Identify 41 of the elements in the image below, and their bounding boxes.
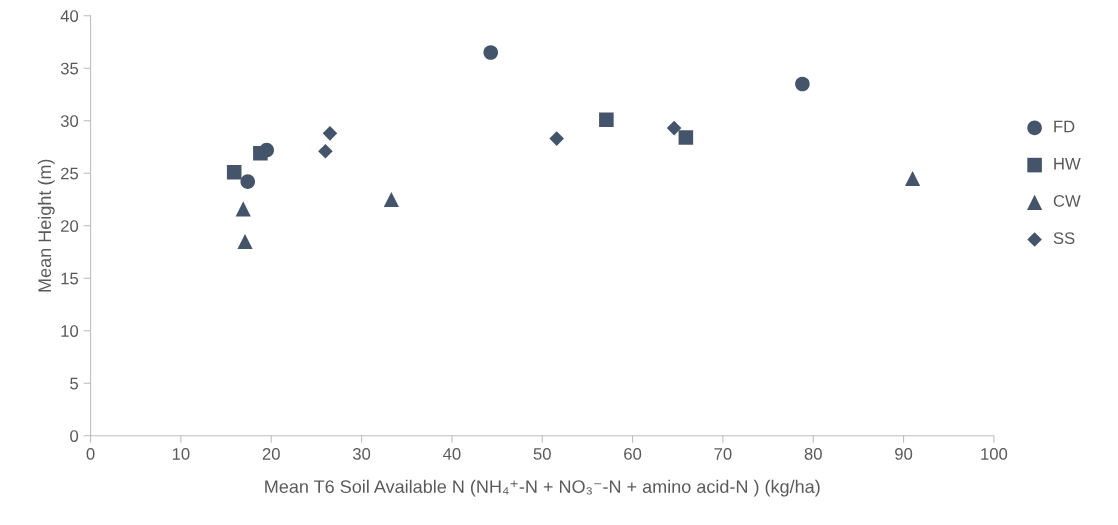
x-axis-title: Mean T6 Soil Available N (NH₄⁺-N + NO₃⁻-N + amino acid-N ) (kg/ha) <box>265 479 820 497</box>
legend-label: SS <box>1053 232 1075 245</box>
y-tick-label: 10 <box>61 325 79 337</box>
point <box>318 143 333 159</box>
point <box>259 142 274 158</box>
point <box>483 45 499 60</box>
legend-label: CW <box>1053 195 1081 207</box>
point <box>322 126 338 141</box>
y-tick-label: 25 <box>61 167 79 180</box>
x-tick-label: 30 <box>352 448 371 460</box>
x-tick-label: 50 <box>533 448 551 460</box>
point <box>599 112 614 127</box>
legend-label: FD <box>1054 120 1075 133</box>
y-axis-title: Mean Height (m) <box>37 159 55 292</box>
legend-label: HW <box>1054 157 1081 170</box>
x-tick-label: 90 <box>895 448 913 460</box>
point <box>795 76 810 92</box>
point <box>666 120 682 136</box>
point <box>678 130 694 145</box>
point <box>226 164 242 180</box>
y-tick-label: 5 <box>70 377 79 390</box>
point <box>237 233 253 250</box>
point <box>383 191 399 208</box>
point <box>235 201 251 217</box>
x-tick-label: 20 <box>262 448 280 460</box>
point <box>240 174 256 189</box>
y-tick-label: 30 <box>60 115 79 127</box>
x-tick-label: 80 <box>804 448 822 460</box>
point <box>904 170 921 187</box>
y-tick-label: 35 <box>60 62 79 75</box>
x-tick-label: 70 <box>714 448 732 460</box>
x-tick-label: 60 <box>624 448 642 460</box>
y-tick-label: 0 <box>70 430 79 442</box>
y-tick-label: 20 <box>61 220 79 232</box>
x-tick-label: 10 <box>172 448 190 460</box>
y-tick-label: 40 <box>60 10 79 22</box>
y-tick-label: 15 <box>61 272 79 285</box>
x-tick-label: 40 <box>443 448 461 460</box>
x-tick-label: 0 <box>86 448 95 460</box>
x-tick-label: 100 <box>981 448 1008 460</box>
point <box>549 131 564 146</box>
